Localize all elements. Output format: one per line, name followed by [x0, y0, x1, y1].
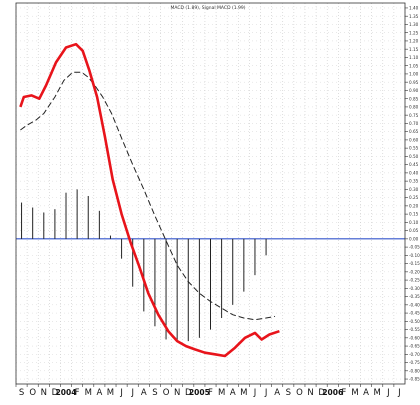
- y-tick-label: -0.10: [409, 253, 420, 258]
- y-tick-label: -0.45: [409, 311, 420, 316]
- x-tick-label: F: [341, 388, 346, 398]
- x-tick-label: N: [307, 388, 313, 398]
- y-tick-label: -0.40: [409, 302, 420, 307]
- y-tick-label: -0.20: [409, 269, 420, 274]
- y-tick-label: 1.00: [409, 72, 419, 77]
- y-tick-label: 0.40: [409, 170, 419, 175]
- y-tick-label: -0.85: [409, 377, 420, 382]
- y-tick-label: -0.50: [409, 319, 420, 324]
- y-tick-label: 1.05: [409, 63, 419, 68]
- x-tick-label: M: [107, 388, 114, 398]
- x-tick-label: M: [240, 388, 247, 398]
- y-tick-label: 0.25: [409, 195, 419, 200]
- x-tick-label: 2006: [322, 388, 343, 397]
- y-tick-label: 0.50: [409, 154, 419, 159]
- y-tick-label: 1.35: [409, 14, 419, 19]
- x-tick-label: M: [374, 388, 381, 398]
- y-tick-label: -0.15: [409, 261, 420, 266]
- plot-border: [15, 2, 406, 385]
- y-tick-label: 1.25: [409, 30, 419, 35]
- macd-line: [19, 42, 280, 358]
- macd-line-group: [19, 42, 280, 358]
- y-tick-label: 0.80: [409, 105, 419, 110]
- plot-frame: [15, 2, 406, 385]
- y-tick-label: 0.60: [409, 137, 419, 142]
- y-tick-label: 0.75: [409, 113, 419, 118]
- x-tick-label: J: [130, 388, 134, 398]
- y-tick-label: -0.05: [409, 245, 420, 250]
- signal-line-group: [20, 71, 276, 321]
- y-tick-label: 0.20: [409, 203, 419, 208]
- y-tick-label: 0.45: [409, 162, 419, 167]
- chart-title: MACD (1.89), Signal MACD (1.99): [170, 5, 245, 11]
- x-tick-label: A: [363, 388, 369, 398]
- gridlines: [15, 3, 406, 384]
- y-tick-label: -0.60: [409, 335, 420, 340]
- y-tick-label: 0.15: [409, 212, 419, 217]
- y-tick-label: 0.10: [409, 220, 419, 225]
- y-tick-label: -0.80: [409, 368, 420, 373]
- y-tick-label: 1.30: [409, 22, 419, 27]
- x-tick-label: D: [185, 388, 192, 398]
- x-tick-label: J: [386, 388, 390, 398]
- x-tick-label: S: [19, 388, 24, 398]
- x-tick-label: J: [253, 388, 257, 398]
- y-tick-label: -0.35: [409, 294, 420, 299]
- x-tick-label: O: [163, 388, 170, 398]
- y-tick-label: 0.95: [409, 80, 419, 85]
- x-tick-label: M: [218, 388, 225, 398]
- y-tick-label: 0.55: [409, 146, 419, 151]
- x-tick-label: D: [318, 388, 325, 398]
- y-axis-ticks: 1.40 1.35 1.30 1.25 1.20 1.15 1.10 1.05 1.00 0.95…: [405, 6, 420, 382]
- x-tick-label: F: [208, 388, 213, 398]
- y-tick-label: -0.30: [409, 286, 420, 291]
- histogram-bars: [21, 189, 267, 342]
- x-tick-label: A: [141, 388, 147, 398]
- y-tick-label: 1.15: [409, 47, 419, 52]
- x-tick-label: M: [85, 388, 92, 398]
- y-tick-label: 1.40: [409, 6, 419, 11]
- x-tick-label: M: [351, 388, 358, 398]
- y-tick-label: -0.65: [409, 344, 420, 349]
- x-tick-label: 2005: [189, 388, 210, 397]
- y-tick-label: 0.65: [409, 129, 419, 134]
- x-tick-label: J: [397, 388, 401, 398]
- x-tick-label: A: [274, 388, 280, 398]
- y-tick-label: 1.20: [409, 39, 419, 44]
- x-tick-label: N: [41, 388, 47, 398]
- x-tick-label: A: [230, 388, 236, 398]
- y-tick-label: 0.85: [409, 96, 419, 101]
- y-tick-label: 0.00: [409, 236, 419, 241]
- y-tick-label: 0.35: [409, 179, 419, 184]
- x-tick-label: J: [264, 388, 268, 398]
- y-tick-label: -0.75: [409, 360, 420, 365]
- y-tick-label: -0.55: [409, 327, 420, 332]
- y-tick-label: 0.30: [409, 187, 419, 192]
- x-tick-label: O: [296, 388, 303, 398]
- x-tick-label: A: [96, 388, 102, 398]
- x-tick-label: F: [75, 388, 80, 398]
- x-tick-label: J: [119, 388, 123, 398]
- x-tick-label: 2004: [56, 388, 77, 397]
- y-tick-label: 0.70: [409, 121, 419, 126]
- x-tick-label: S: [286, 388, 291, 398]
- x-tick-label: O: [29, 388, 36, 398]
- y-tick-label: 1.10: [409, 55, 419, 60]
- x-tick-label: N: [174, 388, 180, 398]
- x-tick-label: D: [52, 388, 59, 398]
- y-tick-label: 0.90: [409, 88, 419, 93]
- signal-line: [20, 71, 276, 321]
- y-tick-label: 0.05: [409, 228, 419, 233]
- y-tick-label: -0.25: [409, 278, 420, 283]
- y-tick-label: -0.70: [409, 352, 420, 357]
- x-tick-label: S: [152, 388, 157, 398]
